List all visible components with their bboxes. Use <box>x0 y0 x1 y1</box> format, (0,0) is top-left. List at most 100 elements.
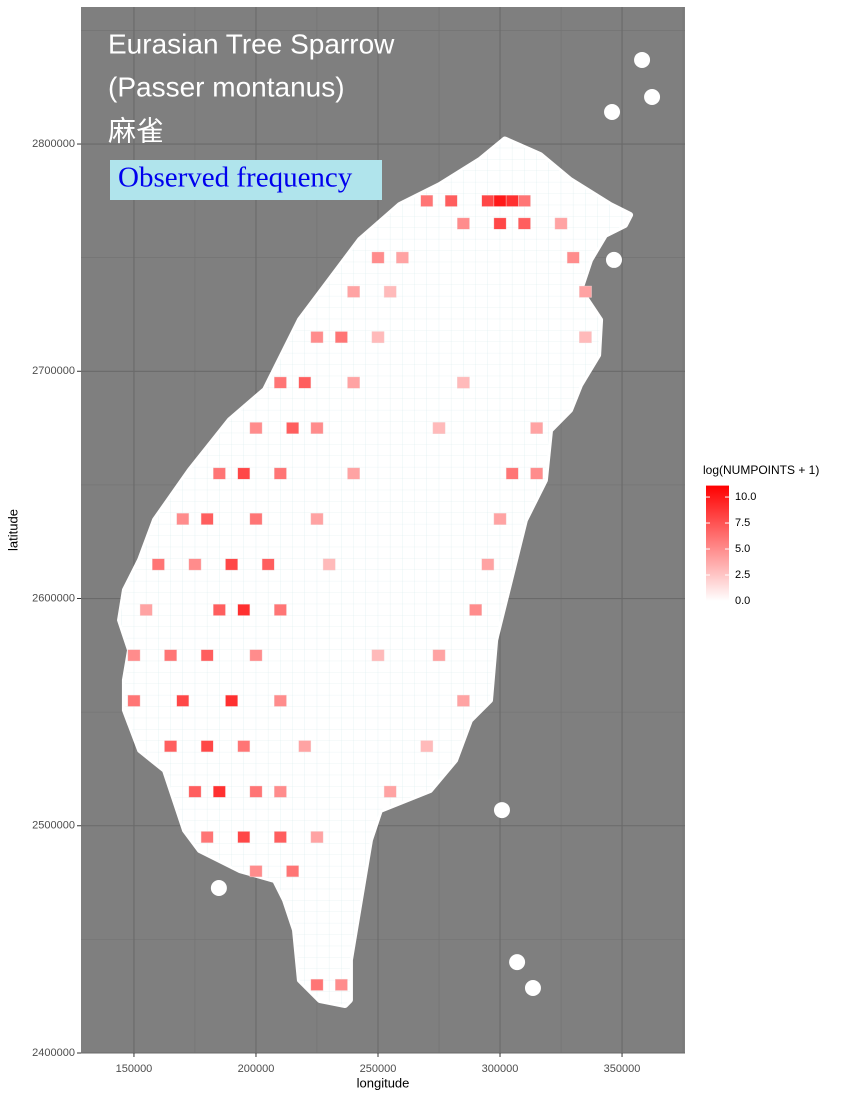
heat-cell <box>249 649 263 662</box>
x-axis-title: longitude <box>357 1075 410 1090</box>
subtitle: (Passer montanus) <box>108 71 345 102</box>
islet <box>493 802 510 819</box>
heat-cell <box>127 694 141 707</box>
heat-cell <box>249 865 263 878</box>
heat-cell <box>335 331 348 344</box>
title: Eurasian Tree Sparrow <box>108 28 395 59</box>
heat-cell <box>481 558 495 571</box>
heat-cell <box>139 603 153 616</box>
heat-cell <box>274 603 287 616</box>
heat-cell <box>261 558 275 571</box>
heat-cell <box>298 376 312 389</box>
heat-cell <box>469 603 482 616</box>
heat-cell <box>420 194 434 207</box>
heat-cell <box>164 740 177 753</box>
heat-cell <box>249 513 263 525</box>
heat-cell <box>164 649 177 662</box>
heat-cell <box>127 649 141 662</box>
y-tick-label: 2500000 <box>32 820 75 832</box>
heat-cell <box>310 831 324 844</box>
heat-cell <box>493 194 507 207</box>
heat-cell <box>225 558 238 571</box>
colorbar-label: 2.5 <box>735 569 750 581</box>
heat-cell <box>213 603 226 616</box>
heat-cell <box>249 785 263 798</box>
x-tick-label: 250000 <box>360 1063 397 1075</box>
heat-cell <box>188 785 202 798</box>
heat-cell <box>176 513 190 525</box>
heat-cell <box>566 251 580 264</box>
heat-cell <box>432 422 446 434</box>
heat-cell <box>493 217 507 230</box>
islet <box>605 251 622 268</box>
heat-cell <box>274 376 287 389</box>
heat-cell <box>286 865 299 878</box>
heat-cell <box>505 194 519 207</box>
y-tick-label: 2600000 <box>32 592 75 604</box>
x-tick-label: 300000 <box>482 1063 519 1075</box>
colorbar-label: 7.5 <box>735 517 750 529</box>
land <box>117 51 661 1009</box>
heat-cell <box>310 422 324 434</box>
island-fill <box>120 139 631 1006</box>
heat-cell <box>310 513 324 525</box>
heat-cell <box>347 467 360 480</box>
heat-cell <box>481 194 495 207</box>
heat-cell <box>237 831 251 844</box>
colorbar <box>706 485 729 601</box>
heat-cell <box>322 558 336 571</box>
heat-cell <box>371 649 385 662</box>
heat-cell <box>579 285 592 298</box>
legend: 0.0 2.5 5.0 7.5 10.0 <box>706 491 756 607</box>
colorbar-label: 0.0 <box>735 595 750 607</box>
heat-cell <box>200 740 214 753</box>
x-tick-label: 200000 <box>238 1063 275 1075</box>
heat-cell <box>371 331 385 344</box>
heat-cell <box>225 694 238 707</box>
heat-cell <box>383 285 397 298</box>
heat-cell <box>249 422 263 434</box>
heat-cell <box>335 978 348 991</box>
heat-cell <box>579 331 592 344</box>
heat-cell <box>213 467 226 480</box>
heat-cell <box>188 558 202 571</box>
heat-cell <box>286 422 299 434</box>
heat-cell <box>518 194 531 207</box>
heat-cell <box>493 513 507 525</box>
heat-cell <box>347 285 360 298</box>
heat-cell <box>457 694 470 707</box>
heat-cell <box>396 251 409 264</box>
heat-cell <box>213 785 226 798</box>
heat-cell <box>444 194 458 207</box>
y-tick-label: 2700000 <box>32 365 75 377</box>
heat-cell <box>457 376 470 389</box>
heat-cell <box>200 513 214 525</box>
heat-cell <box>420 740 434 753</box>
heat-cell <box>505 467 519 480</box>
heat-cell <box>518 217 531 230</box>
annotation: Observed frequency <box>118 162 353 194</box>
y-tick-label: 2400000 <box>32 1047 75 1059</box>
heat-cell <box>432 649 446 662</box>
heat-cell <box>200 831 214 844</box>
heat-cell <box>176 694 190 707</box>
annotation-box <box>110 160 382 200</box>
heat-cell <box>554 217 568 230</box>
y-tick-label: 2800000 <box>32 138 75 150</box>
islet <box>604 103 621 120</box>
heat-cell <box>274 467 287 480</box>
colorbar-label: 10.0 <box>735 491 756 503</box>
heat-cell <box>237 603 251 616</box>
heat-cell <box>530 422 543 434</box>
heat-cell <box>274 831 287 844</box>
x-tick-label: 350000 <box>604 1063 641 1075</box>
islet <box>524 980 541 997</box>
cells <box>127 194 592 991</box>
heat-cell <box>530 467 543 480</box>
heat-cell <box>237 467 251 480</box>
islet <box>634 51 651 68</box>
heat-cell <box>383 785 397 798</box>
heat-cell <box>371 251 385 264</box>
heat-cell <box>457 217 470 230</box>
